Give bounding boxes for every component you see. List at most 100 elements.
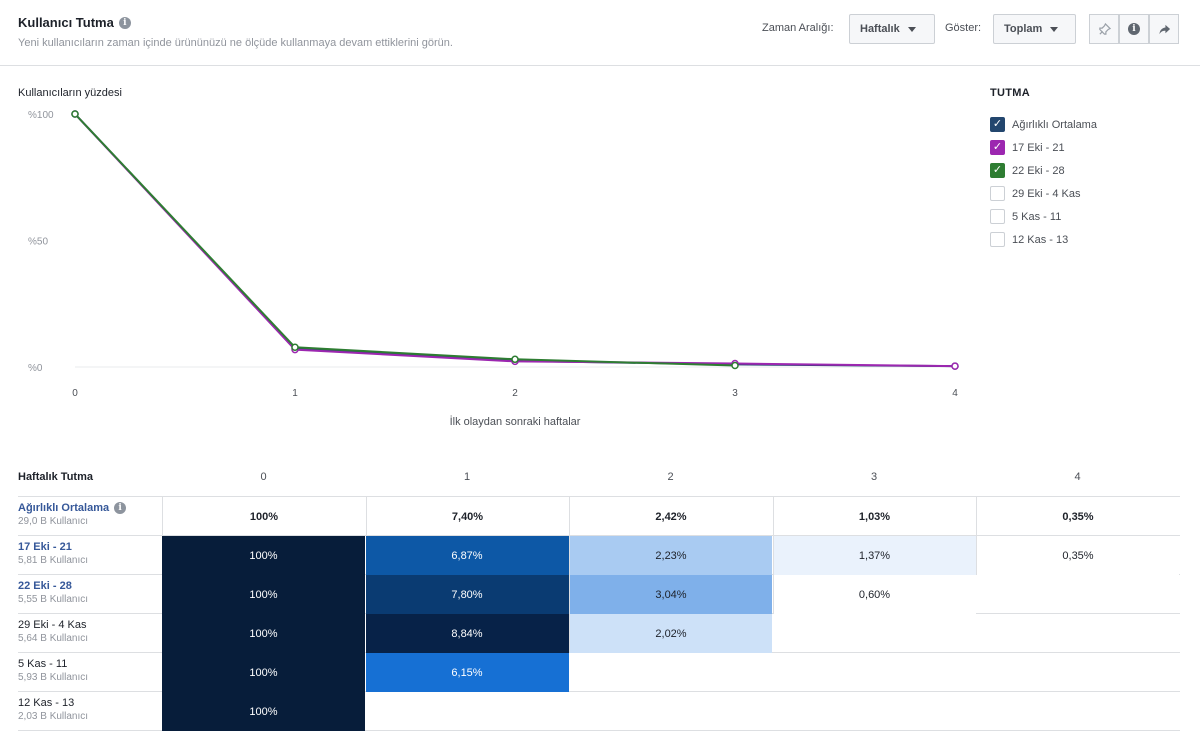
table-header: Haftalık Tutma 0 1 2 3 4 [18,457,1180,497]
time-range-label: Zaman Aralığı: [762,22,834,34]
retention-cell: 100% [162,614,365,653]
cohort-name[interactable]: Ağırlıklı Ortalama i [18,502,158,514]
cohort-name-text: 5 Kas - 11 [18,658,68,670]
legend-item[interactable]: ✓ Ağırlıklı Ortalama [990,113,1097,136]
cohort-user-count: 2,03 B Kullanıcı [18,711,89,722]
retention-cell: 1,03% [772,497,976,536]
checkbox-checked-icon[interactable]: ✓ [990,117,1005,132]
legend-item[interactable]: ✓ 22 Eki - 28 [990,159,1097,182]
checkbox-checked-icon[interactable]: ✓ [990,163,1005,178]
cohort-name-text: 22 Eki - 28 [18,580,72,592]
legend-label: 22 Eki - 28 [1012,164,1065,177]
retention-cell: 2,23% [569,536,772,575]
show-value: Toplam [1004,23,1043,35]
table-row: 17 Eki - 21 5,81 B Kullanıcı 100% 6,87% 2,23… [18,536,1180,575]
row-label: 17 Eki - 21 5,81 B Kullanıcı [18,541,158,566]
cohort-name[interactable]: 22 Eki - 28 [18,580,158,592]
cohort-name: 12 Kas - 13 [18,697,158,709]
row-label: Ağırlıklı Ortalama i 29,0 B Kullanıcı [18,502,158,527]
cohort-user-count: 5,64 B Kullanıcı [18,633,89,644]
x-tick-label: 2 [512,388,518,399]
cohort-name[interactable]: 17 Eki - 21 [18,541,158,553]
pin-button[interactable] [1089,14,1119,44]
legend-label: Ağırlıklı Ortalama [1012,118,1097,131]
retention-cell: 7,80% [365,575,569,614]
retention-cell: 6,15% [365,653,569,692]
checkbox-checked-icon[interactable]: ✓ [990,140,1005,155]
cohort-name-text: 17 Eki - 21 [18,541,72,553]
retention-cell: 100% [162,536,365,575]
retention-cell: 0,35% [976,497,1179,536]
cohort-name: 5 Kas - 11 [18,658,158,670]
page-header: Kullanıcı Tutma i Yeni kullanıcıların za… [0,0,1200,66]
cohort-name-text: Ağırlıklı Ortalama [18,502,110,514]
page-subtitle: Yeni kullanıcıların zaman içinde ürününü… [18,37,453,49]
info-icon[interactable]: i [118,16,131,29]
series-point-2[interactable] [511,355,519,364]
legend-label: 12 Kas - 13 [1012,233,1069,246]
retention-cell: 1,37% [772,536,976,575]
share-button[interactable] [1149,14,1179,44]
table-title: Haftalık Tutma [18,471,93,483]
page-title: Kullanıcı Tutma i [18,15,131,30]
retention-cell: 100% [162,653,365,692]
retention-cell: 7,40% [365,497,569,536]
retention-cell: 100% [162,497,365,536]
x-tick-label: 4 [952,388,958,399]
column-header: 1 [463,471,471,483]
legend-label: 29 Eki - 4 Kas [1012,187,1081,200]
retention-cell: 100% [162,575,365,614]
legend-item[interactable]: 29 Eki - 4 Kas [990,182,1097,205]
row-label: 5 Kas - 11 5,93 B Kullanıcı [18,658,158,683]
series-point-2[interactable] [71,110,79,118]
column-header: 0 [260,471,267,483]
pin-icon [1098,22,1111,35]
time-range-dropdown[interactable]: Haftalık [849,14,935,44]
x-tick-label: 1 [292,388,298,399]
table-row: 5 Kas - 11 5,93 B Kullanıcı 100% 6,15% [18,653,1180,692]
retention-cell: 3,04% [569,575,772,614]
column-header: 2 [667,471,674,483]
cohort-name-text: 29 Eki - 4 Kas [18,619,87,631]
cohort-name-text: 12 Kas - 13 [18,697,75,709]
info-icon[interactable]: i [114,502,127,514]
retention-cell: 8,84% [365,614,569,653]
cohort-user-count: 5,93 B Kullanıcı [18,672,89,683]
retention-cell: 2,42% [569,497,772,536]
retention-cell: 6,87% [365,536,569,575]
column-header: 3 [870,471,878,483]
series-line-1 [74,113,956,368]
row-label: 22 Eki - 28 5,55 B Kullanıcı [18,580,158,605]
row-label: 12 Kas - 13 2,03 B Kullanıcı [18,697,158,722]
y-tick-label: %50 [28,237,48,248]
info-circle-icon: i [1128,23,1140,35]
time-range-value: Haftalık [860,23,900,35]
cohort-user-count: 5,55 B Kullanıcı [18,594,89,605]
legend-label: 5 Kas - 11 [1012,210,1062,223]
cohort-user-count: 5,81 B Kullanıcı [18,555,89,566]
y-tick-label: %100 [28,110,54,121]
legend-item[interactable]: 12 Kas - 13 [990,228,1097,251]
legend: ✓ Ağırlıklı Ortalama ✓ 17 Eki - 21 ✓ 22 Eki -… [990,113,1097,251]
series-point-1[interactable] [951,362,959,370]
legend-title: TUTMA [990,87,1030,99]
series-point-2[interactable] [291,343,299,352]
x-axis-title: İlk olaydan sonraki haftalar [449,416,581,428]
retention-line-chart: %100 %50 %0 0 1 2 3 4 [28,110,959,399]
chevron-down-icon [907,26,916,32]
series-line-0 [74,113,956,368]
retention-cell: 2,02% [569,614,772,653]
column-header: 4 [1074,471,1081,483]
checkbox-icon[interactable] [990,186,1005,201]
checkbox-icon[interactable] [990,232,1005,247]
table-row: 22 Eki - 28 5,55 B Kullanıcı 100% 7,80% 3,04… [18,575,1180,614]
info-button[interactable]: i [1119,14,1149,44]
legend-item[interactable]: ✓ 17 Eki - 21 [990,136,1097,159]
y-tick-label: %0 [28,363,43,374]
show-dropdown[interactable]: Toplam [993,14,1076,44]
checkbox-icon[interactable] [990,209,1005,224]
cohort-name: 29 Eki - 4 Kas [18,619,158,631]
series-point-2[interactable] [731,361,739,370]
row-label: 29 Eki - 4 Kas 5,64 B Kullanıcı [18,619,158,644]
legend-item[interactable]: 5 Kas - 11 [990,205,1097,228]
